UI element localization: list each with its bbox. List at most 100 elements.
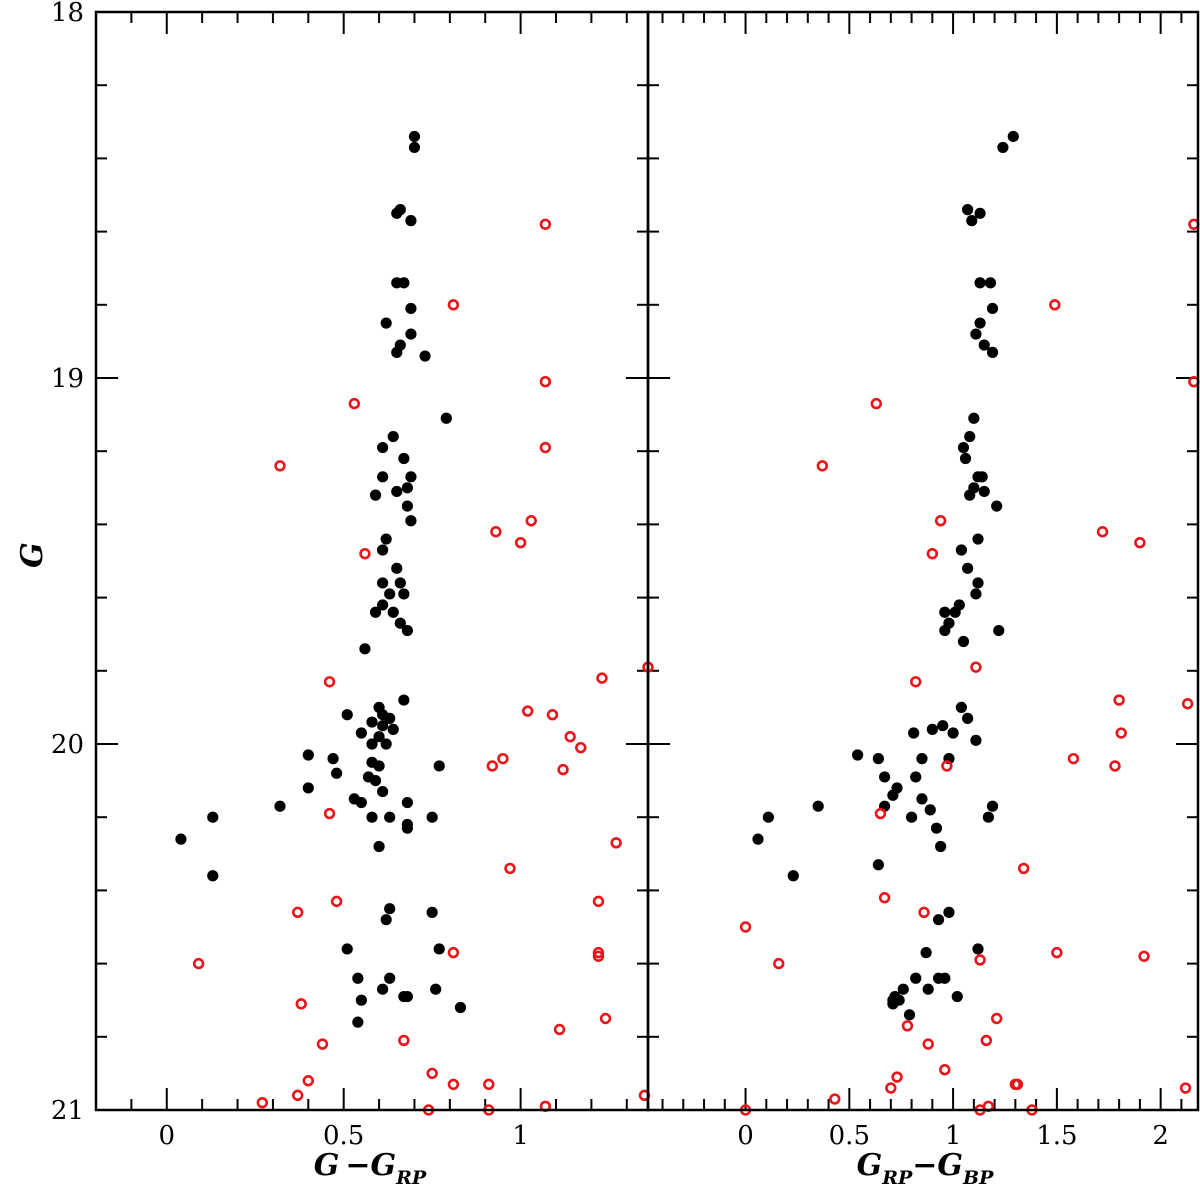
x-axis-title-right-main: G — [857, 1148, 883, 1183]
x-axis-title-left-sub: RP — [395, 1167, 427, 1189]
member-star-point — [391, 346, 403, 358]
field-star-point — [1109, 760, 1121, 772]
x-tick-label: 1 — [945, 1121, 962, 1151]
field-star-point — [291, 906, 304, 919]
member-star-point — [943, 906, 955, 918]
member-star-point — [377, 983, 389, 995]
field-star-point — [514, 536, 527, 549]
field-star-point — [610, 837, 622, 849]
field-star-point — [739, 921, 752, 933]
x-tick-label: 0 — [158, 1121, 175, 1151]
member-star-point — [924, 804, 936, 816]
field-star-point — [192, 957, 205, 970]
member-star-point — [302, 782, 314, 794]
member-star-point — [373, 840, 385, 853]
field-star-point — [539, 218, 552, 230]
member-star-point — [984, 277, 997, 289]
member-star-point — [962, 712, 974, 724]
member-star-point — [932, 914, 945, 926]
y-tick-label: 18 — [51, 0, 84, 28]
frames-layer — [94, 10, 1200, 1112]
member-star-point — [974, 317, 986, 329]
member-star-point — [355, 727, 367, 739]
field-star-point — [592, 895, 605, 908]
member-star-point — [978, 485, 990, 498]
member-star-point — [916, 793, 928, 805]
member-star-point — [401, 482, 413, 494]
member-star-point — [916, 753, 928, 765]
member-star-point — [387, 430, 399, 443]
member-star-point — [341, 943, 353, 955]
member-star-point — [394, 577, 406, 589]
field-star-point — [870, 397, 883, 410]
member-star-point — [377, 441, 389, 454]
member-star-point — [380, 317, 392, 329]
member-star-point — [991, 500, 1003, 512]
field-star-point — [490, 526, 502, 538]
x-axis-title-left: G −GRP — [314, 1148, 427, 1189]
member-star-point — [986, 800, 999, 812]
member-star-point — [974, 207, 986, 219]
member-star-point — [384, 972, 396, 984]
field-star-point — [1049, 299, 1061, 311]
x-tick-label: 1.5 — [1036, 1121, 1077, 1151]
member-star-point — [440, 412, 452, 424]
field-star-point — [575, 741, 587, 754]
field-star-point — [557, 763, 569, 776]
member-star-point — [905, 811, 918, 823]
member-star-point — [274, 800, 286, 812]
member-star-point — [391, 207, 403, 219]
member-star-point — [972, 943, 984, 955]
member-star-point — [903, 1009, 916, 1021]
member-star-point — [970, 588, 982, 600]
member-star-point — [970, 328, 982, 340]
member-star-point — [405, 328, 417, 340]
member-star-point — [377, 544, 389, 556]
member-star-point — [955, 544, 967, 556]
member-star-point — [327, 753, 339, 765]
field-star-point — [939, 1064, 951, 1076]
member-star-point — [377, 599, 389, 611]
x-tick-label: 0 — [737, 1121, 754, 1151]
member-star-point — [926, 723, 938, 735]
member-star-point — [380, 914, 392, 926]
field-star-point — [1051, 946, 1063, 959]
member-star-point — [405, 302, 417, 315]
member-star-point — [970, 734, 982, 746]
member-star-point — [879, 771, 891, 783]
member-star-point — [405, 215, 417, 227]
field-star-point — [1134, 536, 1146, 549]
field-star-point — [330, 895, 343, 908]
member-star-point — [910, 771, 922, 783]
y-tick-label: 20 — [51, 730, 84, 760]
field-star-point — [1009, 1078, 1022, 1091]
member-star-point — [939, 972, 951, 984]
field-star-point — [773, 957, 785, 970]
member-star-point — [962, 562, 974, 574]
member-star-point — [976, 471, 988, 483]
member-star-point — [398, 452, 410, 465]
member-star-point — [1007, 130, 1019, 143]
y-axis-title: G — [15, 542, 50, 568]
member-star-point — [369, 775, 382, 787]
member-star-point — [887, 998, 899, 1010]
member-star-point — [408, 130, 421, 143]
member-star-point — [962, 204, 974, 216]
member-star-point — [408, 141, 421, 154]
member-star-point — [359, 643, 371, 655]
member-star-point — [957, 635, 970, 648]
member-star-point — [369, 489, 382, 501]
member-star-point — [872, 753, 884, 765]
member-star-point — [922, 983, 934, 995]
member-star-point — [380, 533, 392, 545]
member-star-point — [852, 749, 864, 761]
member-star-point — [939, 606, 951, 618]
field-star-point — [497, 752, 509, 765]
member-star-point — [937, 720, 949, 732]
field-star-point — [990, 1012, 1003, 1025]
y-tick-label: 19 — [51, 364, 84, 394]
member-star-point — [401, 822, 413, 834]
member-star-point — [433, 760, 445, 772]
member-star-point — [426, 811, 438, 823]
